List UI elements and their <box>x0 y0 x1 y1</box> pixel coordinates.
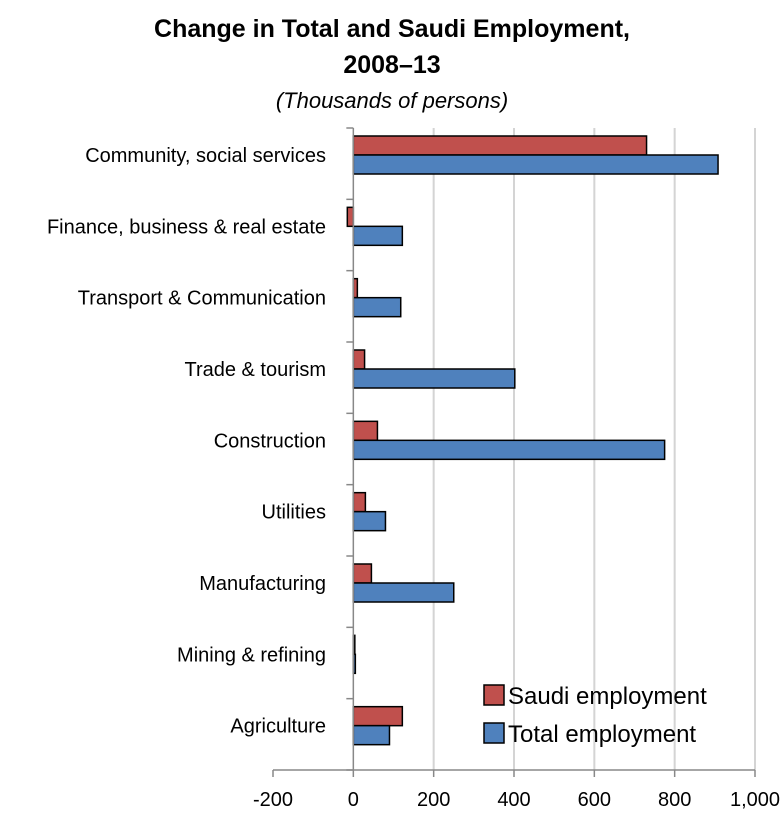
bar-total <box>352 582 455 603</box>
chart-title-line2: 2008–13 <box>343 51 441 79</box>
bar-total <box>352 510 387 532</box>
category-label: Community, social services <box>85 145 326 167</box>
category-label: Manufacturing <box>199 573 326 595</box>
bar-saudi <box>352 491 367 513</box>
category-label: Utilities <box>262 502 326 524</box>
legend-swatch-total <box>483 722 505 744</box>
chart-title-line1: Change in Total and Saudi Employment, <box>154 15 630 43</box>
bar-total <box>352 225 404 247</box>
x-tick-label: 200 <box>417 789 450 811</box>
gridlines <box>432 128 756 770</box>
legend-swatch-saudi <box>483 684 505 706</box>
category-label: Construction <box>214 430 326 452</box>
bar-saudi <box>352 420 379 442</box>
bars <box>346 135 719 746</box>
category-label: Finance, business & real estate <box>47 216 326 238</box>
tick-labels: -200 0 200 400 600 800 1,000 <box>253 789 780 811</box>
category-labels: Community, social services Finance, busin… <box>47 145 326 738</box>
bar-saudi <box>352 563 373 584</box>
legend: Saudi employment Total employment <box>483 683 707 748</box>
category-label: Trade & tourism <box>184 359 326 381</box>
x-tick-label: -200 <box>253 789 293 811</box>
x-tick-label: 0 <box>348 789 359 811</box>
category-label: Mining & refining <box>177 644 326 666</box>
chart-subtitle: (Thousands of persons) <box>275 88 509 113</box>
legend-label-saudi: Saudi employment <box>508 683 707 710</box>
bar-saudi <box>352 349 366 370</box>
legend-label-total: Total employment <box>508 721 696 748</box>
axes <box>272 127 756 777</box>
bar-total <box>352 439 666 461</box>
category-label: Agriculture <box>230 716 326 738</box>
bar-total <box>352 368 516 389</box>
bar-total <box>352 724 391 746</box>
x-tick-label: 600 <box>578 789 611 811</box>
x-tick-label: 800 <box>658 789 691 811</box>
bar-total <box>352 154 719 175</box>
bar-saudi <box>346 206 355 228</box>
bar-saudi <box>352 135 648 156</box>
x-tick-label: 1,000 <box>730 789 780 811</box>
bar-total <box>352 296 402 318</box>
x-tick-label: 400 <box>497 789 530 811</box>
category-label: Transport & Communication <box>78 288 326 310</box>
bar-saudi <box>352 705 404 727</box>
